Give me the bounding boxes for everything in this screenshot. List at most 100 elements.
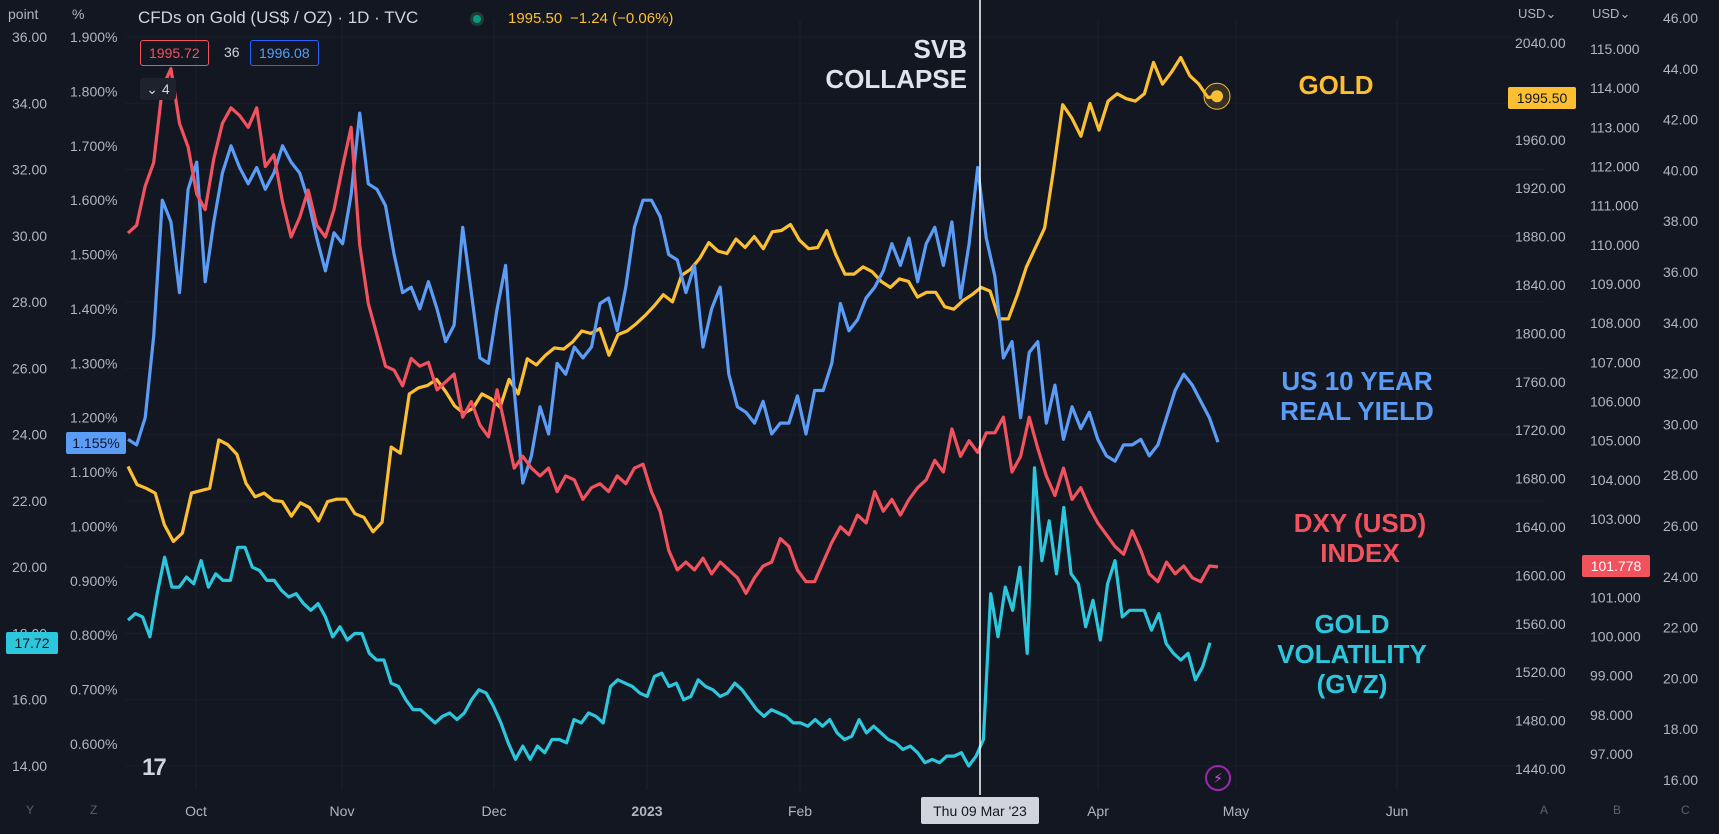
last-price: 1995.50: [508, 10, 563, 27]
dxy-axis-tick: 106.000: [1590, 394, 1641, 410]
lightning-icon[interactable]: ⚡: [1205, 765, 1231, 791]
series-line: [127, 111, 1220, 485]
time-axis-label: Jun: [1386, 803, 1409, 819]
dxy-axis-tick: 110.000: [1590, 237, 1640, 253]
annotation-text: (GVZ): [1317, 669, 1388, 699]
gvz-axis-tick: 14.00: [12, 758, 47, 774]
annotation-text: US 10 YEAR: [1281, 366, 1432, 396]
gold-axis-tick: 1440.00: [1515, 761, 1566, 777]
axis-button-z[interactable]: Z: [90, 803, 98, 817]
annotation-text: REAL YIELD: [1280, 396, 1434, 426]
axis-button-c[interactable]: C: [1681, 803, 1690, 817]
dxy-axis-tick: 112.000: [1590, 159, 1640, 175]
axis-button-y[interactable]: Y: [26, 803, 35, 817]
gvz-axis-tick: 20.00: [12, 559, 47, 575]
annotation-text: INDEX: [1320, 538, 1400, 568]
far-right-axis-tick: 34.00: [1663, 315, 1698, 331]
gold-last-label-bg: [1508, 87, 1576, 109]
series-layer: [126, 55, 1231, 768]
real-yield-axis-tick: 1.100%: [70, 464, 117, 480]
annotation-text: VOLATILITY: [1277, 639, 1427, 669]
gold-axis-tick: 1960.00: [1515, 132, 1566, 148]
gold-axis-tick: 2040.00: [1515, 35, 1566, 51]
real-yield-axis-tick: 1.600%: [70, 192, 117, 208]
gold-last-label: 1995.50: [1517, 90, 1568, 106]
dxy-last-label-bg: [1582, 555, 1650, 577]
dxy-last-label: 101.778: [1591, 558, 1642, 574]
far-right-axis-tick: 24.00: [1663, 569, 1698, 585]
time-axis-label: Feb: [788, 803, 812, 819]
left-axis-unit-percent: %: [72, 6, 85, 22]
annotation-text: DXY (USD): [1294, 508, 1426, 538]
time-axis-label: Apr: [1087, 803, 1109, 819]
time-axis-label: 2023: [631, 803, 662, 819]
bid-price[interactable]: 1995.72: [140, 40, 209, 66]
axis-button-b[interactable]: B: [1613, 803, 1622, 817]
gvz-axis-tick: 30.00: [12, 228, 47, 244]
dxy-axis-tick: 107.000: [1590, 354, 1641, 370]
far-right-axis-tick: 42.00: [1663, 112, 1698, 128]
time-axis-label: Nov: [330, 803, 355, 819]
annotation-text: GOLD: [1298, 70, 1373, 100]
gold-axis-tick: 1800.00: [1515, 325, 1566, 341]
far-right-axis-tick: 38.00: [1663, 213, 1698, 229]
dxy-axis-tick: 115.000: [1590, 41, 1640, 57]
real-yield-axis-tick: 1.800%: [70, 83, 117, 99]
gold-axis-tick: 1840.00: [1515, 277, 1566, 293]
real-yield-axis-tick: 1.200%: [70, 410, 117, 426]
far-right-axis: 46.00 44.00 42.00 40.00 38.00 36.00 34.00 32.00…: [1663, 10, 1698, 788]
gold-axis-tick: 1680.00: [1515, 471, 1566, 487]
gvz-axis-tick: 26.00: [12, 360, 47, 376]
real-yield-axis-tick: 0.900%: [70, 573, 117, 589]
real-yield-axis-tick: 1.400%: [70, 301, 117, 317]
gold-axis-tick: 1520.00: [1515, 664, 1566, 680]
indicators-collapse-button[interactable]: ⌄ 4: [140, 78, 176, 100]
time-axis: Oct Nov Dec 2023 Feb Apr May Jun Thu 09 Mar '23: [185, 797, 1408, 824]
real-yield-axis-tick: 0.800%: [70, 627, 117, 643]
real-yield-axis-tick: 0.700%: [70, 682, 117, 698]
far-right-axis-tick: 40.00: [1663, 162, 1698, 178]
gvz-axis-tick: 16.00: [12, 692, 47, 708]
gold-last-point: [1211, 90, 1223, 103]
time-axis-label: Oct: [185, 803, 207, 819]
annotation-text: GOLD: [1314, 609, 1389, 639]
gold-axis-tick: 1720.00: [1515, 422, 1566, 438]
dxy-axis-currency-dropdown[interactable]: USD⌄: [1592, 6, 1630, 22]
chevron-down-icon: ⌄: [1545, 6, 1557, 21]
gold-axis-currency-dropdown[interactable]: USD⌄: [1518, 6, 1556, 22]
series-line: [126, 66, 1219, 596]
gvz-axis-tick: 22.00: [12, 493, 47, 509]
chevron-down-icon: ⌄: [146, 81, 159, 97]
dxy-axis-tick: 103.000: [1590, 511, 1641, 527]
symbol-title[interactable]: CFDs on Gold (US$ / OZ) · 1D · TVC: [138, 8, 419, 27]
gold-axis-tick: 1920.00: [1515, 180, 1566, 196]
dxy-axis-tick: 105.000: [1590, 433, 1641, 449]
time-axis-label: Dec: [482, 803, 507, 819]
ask-price[interactable]: 1996.08: [250, 40, 319, 66]
dxy-axis-tick: 97.000: [1590, 746, 1633, 762]
time-axis-label: May: [1223, 803, 1249, 819]
real-yield-axis-tick: 1.300%: [70, 355, 117, 371]
real-yield-axis-tick: 1.000%: [70, 518, 117, 534]
last-value-labels: 1.155% 17.72 1995.50 101.778: [6, 87, 1650, 654]
gold-axis-currency-label: USD: [1518, 6, 1546, 21]
dxy-axis-tick: 109.000: [1590, 276, 1641, 292]
real-yield-axis-tick: 1.700%: [70, 138, 117, 154]
gold-axis-tick: 1760.00: [1515, 374, 1566, 390]
gold-axis-tick: 1600.00: [1515, 567, 1566, 583]
far-right-axis-tick: 28.00: [1663, 467, 1698, 483]
dxy-axis-tick: 111.000: [1590, 198, 1639, 214]
market-status-icon[interactable]: [470, 12, 484, 26]
dxy-axis-currency-label: USD: [1592, 6, 1620, 21]
far-right-axis-tick: 22.00: [1663, 620, 1698, 636]
far-right-axis-tick: 20.00: [1663, 670, 1698, 686]
dxy-axis-tick: 101.000: [1590, 589, 1641, 605]
indicators-count: 4: [161, 81, 170, 97]
price-change: −1.24 (−0.06%): [570, 10, 674, 27]
axis-button-a[interactable]: A: [1540, 803, 1549, 817]
real-yield-axis-tick: 1.500%: [70, 247, 117, 263]
gvz-axis-tick: 36.00: [12, 29, 47, 45]
far-right-axis-tick: 46.00: [1663, 10, 1698, 26]
